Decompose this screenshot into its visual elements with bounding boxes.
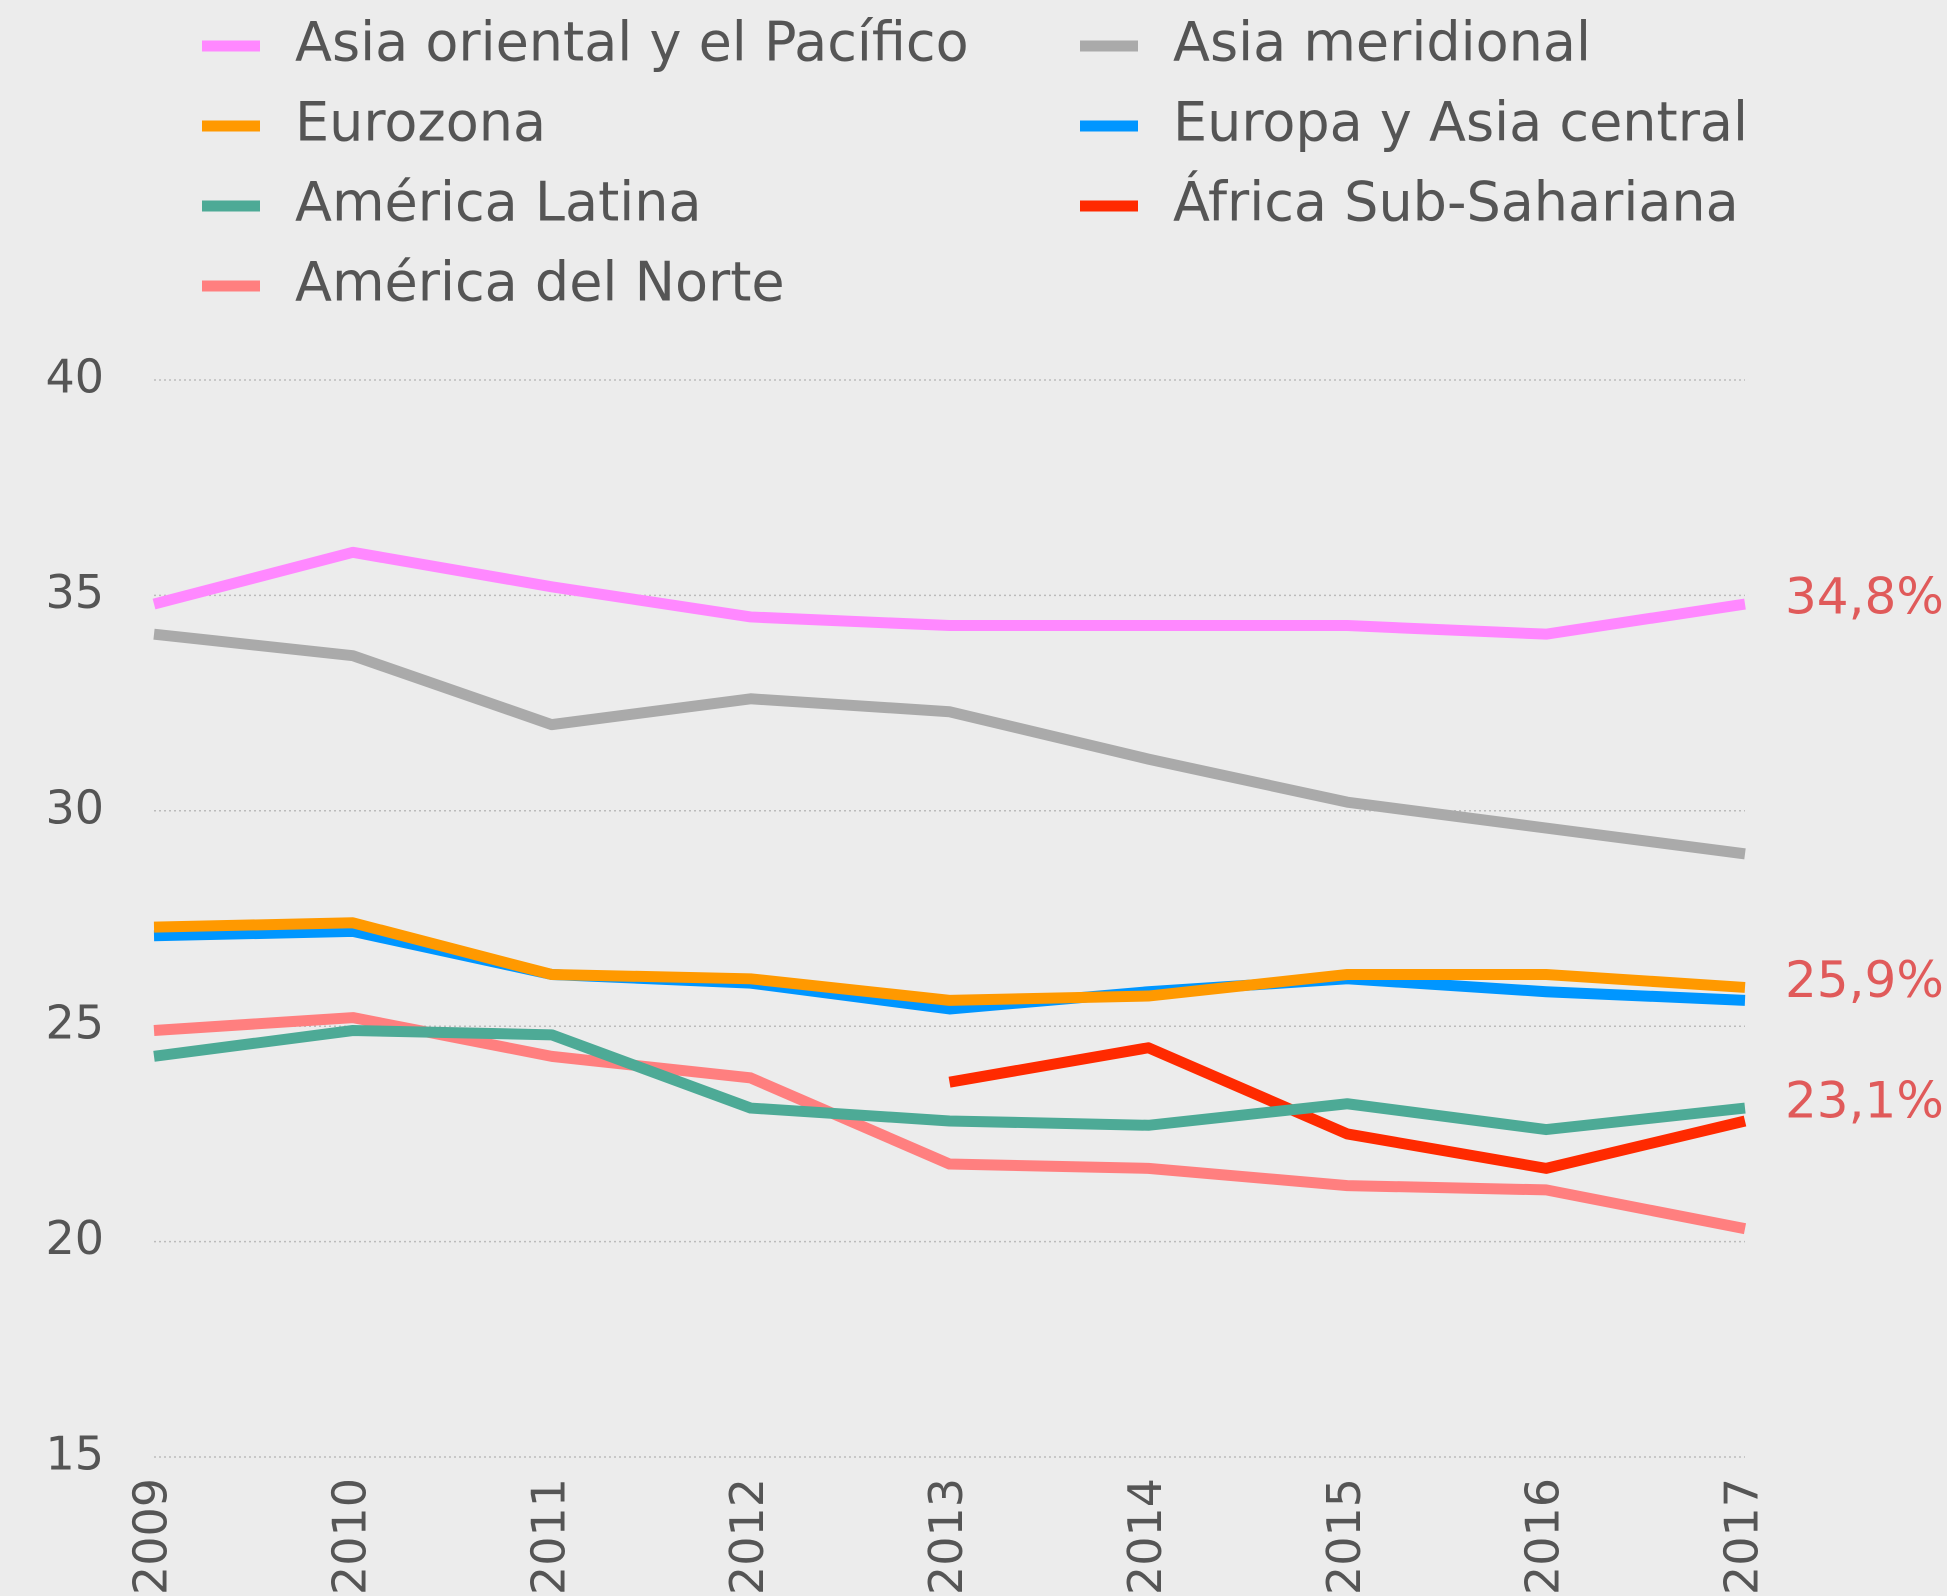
legend-label: América Latina <box>295 171 702 234</box>
x-tick-label: 2010 <box>322 1478 376 1595</box>
y-tick-label: 15 <box>45 1427 104 1481</box>
legend-label: África Sub-Sahariana <box>1173 171 1739 234</box>
series-line <box>153 628 1746 860</box>
y-tick-label: 40 <box>45 350 104 404</box>
value-label: 34,8% <box>1785 568 1944 626</box>
legend-label: Eurozona <box>295 91 546 154</box>
x-tick-label: 2017 <box>1715 1478 1769 1595</box>
y-tick-label: 30 <box>45 780 104 834</box>
x-tick-label: 2009 <box>124 1478 178 1595</box>
series-line <box>153 917 1746 1006</box>
series-line <box>152 546 1746 640</box>
x-tick-label: 2013 <box>919 1478 973 1595</box>
legend-label: Asia oriental y el Pacífico <box>295 11 969 74</box>
y-tick-label: 35 <box>45 565 104 619</box>
x-tick-label: 2016 <box>1516 1478 1570 1595</box>
x-tick-label: 2012 <box>720 1478 774 1595</box>
legend-label: Asia meridional <box>1173 11 1591 74</box>
series-line <box>153 1025 1746 1136</box>
y-tick-label: 25 <box>45 996 104 1050</box>
y-tick-label: 20 <box>45 1211 104 1265</box>
x-tick-label: 2015 <box>1317 1478 1371 1595</box>
value-label: 23,1% <box>1785 1072 1944 1130</box>
x-tick-label: 2011 <box>521 1478 575 1595</box>
series-line <box>948 1042 1747 1174</box>
x-tick-label: 2014 <box>1118 1478 1172 1595</box>
legend-label: América del Norte <box>295 251 785 314</box>
legend-label: Europa y Asia central <box>1173 91 1748 154</box>
series-line <box>153 925 1746 1015</box>
value-label: 25,9% <box>1785 951 1944 1009</box>
